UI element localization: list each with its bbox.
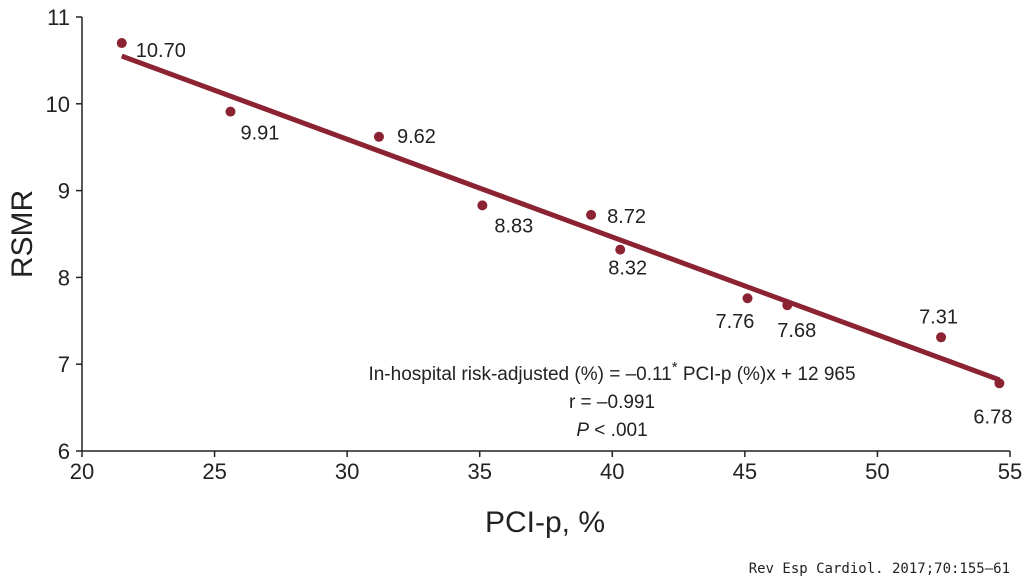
x-tick-label: 50 bbox=[865, 459, 889, 484]
x-tick-label: 55 bbox=[998, 459, 1022, 484]
data-point bbox=[477, 200, 488, 211]
data-point bbox=[225, 106, 236, 117]
x-tick-label: 35 bbox=[467, 459, 491, 484]
correlation-text: r = –0.991 bbox=[569, 392, 655, 413]
data-point bbox=[994, 378, 1005, 389]
data-point bbox=[615, 244, 626, 255]
x-tick-label: 25 bbox=[202, 459, 226, 484]
y-ticks: 6 7 8 9 10 11 bbox=[46, 5, 82, 464]
equation-suffix: PCI-p (%)x + 12 965 bbox=[678, 364, 856, 385]
data-label: 8.72 bbox=[607, 206, 646, 228]
y-tick-label: 11 bbox=[47, 5, 70, 30]
data-point bbox=[742, 293, 753, 304]
data-label: 9.91 bbox=[240, 123, 279, 145]
data-points bbox=[116, 38, 1005, 389]
x-ticks: 20 25 30 35 40 45 50 55 bbox=[70, 451, 1022, 484]
data-label: 7.68 bbox=[777, 320, 816, 342]
x-tick-label: 40 bbox=[600, 459, 624, 484]
source-citation: Rev Esp Cardiol. 2017;70:155–61 bbox=[748, 561, 1010, 577]
y-tick-label: 7 bbox=[58, 352, 70, 377]
equation-superscript: * bbox=[672, 359, 678, 376]
equation-prefix: In-hospital risk-adjusted (%) = –0.11 bbox=[368, 364, 671, 385]
p-value-italic: P bbox=[576, 420, 589, 441]
data-label: 7.76 bbox=[716, 311, 755, 333]
x-tick-label: 30 bbox=[335, 459, 359, 484]
data-label: 9.62 bbox=[397, 126, 436, 148]
data-point bbox=[373, 131, 384, 142]
y-tick-label: 9 bbox=[58, 179, 70, 204]
data-point bbox=[586, 209, 597, 220]
x-tick-label: 45 bbox=[733, 459, 757, 484]
y-axis-label: RSMR bbox=[6, 190, 39, 278]
trend-line bbox=[120, 53, 1001, 383]
y-tick-label: 6 bbox=[58, 439, 70, 464]
data-label: 8.83 bbox=[494, 215, 533, 237]
data-point bbox=[782, 300, 793, 311]
y-tick-label: 8 bbox=[58, 265, 70, 290]
p-value-text: P < .001 bbox=[576, 420, 647, 441]
data-labels: 10.70 9.91 9.62 8.83 8.72 8.32 7.76 7.68 7.31 6.7… bbox=[136, 40, 1013, 428]
p-value-rest: < .001 bbox=[589, 420, 648, 441]
y-tick-label: 10 bbox=[46, 92, 70, 117]
data-label: 7.31 bbox=[919, 306, 958, 328]
data-label: 6.78 bbox=[973, 406, 1012, 428]
axes bbox=[81, 17, 1010, 452]
data-point bbox=[936, 332, 947, 343]
equation-text: In-hospital risk-adjusted (%) = –0.11* P… bbox=[368, 359, 855, 386]
data-label: 10.70 bbox=[136, 40, 186, 62]
regression-annotation: In-hospital risk-adjusted (%) = –0.11* P… bbox=[368, 359, 855, 442]
x-tick-label: 20 bbox=[70, 459, 94, 484]
data-label: 8.32 bbox=[608, 258, 647, 280]
x-axis-label: PCI-p, % bbox=[485, 506, 605, 539]
data-point bbox=[116, 38, 127, 49]
